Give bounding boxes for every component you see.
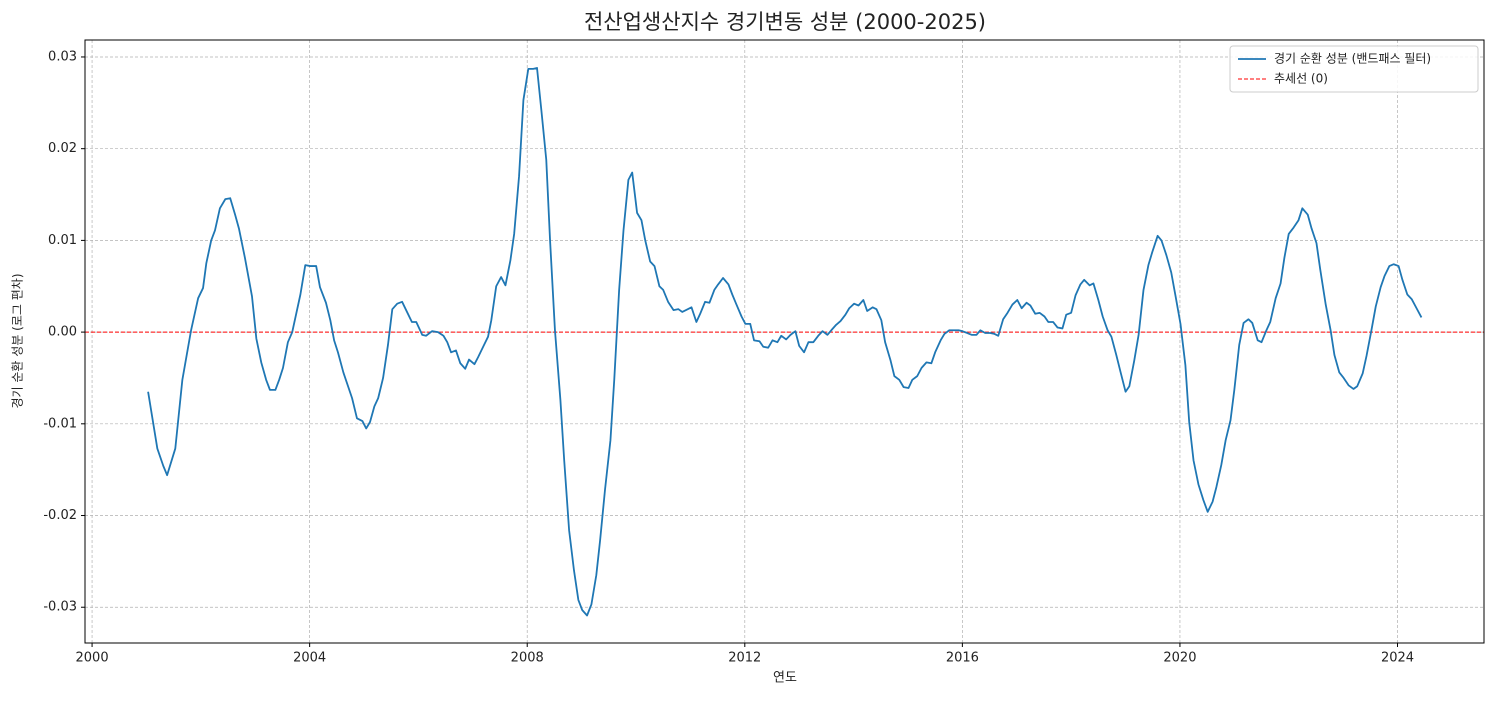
plot-frame (84, 39, 1485, 644)
legend-box (1229, 45, 1479, 93)
y-tick-label: 0.01 (48, 233, 77, 248)
y-axis-label: 경기 순환 성분 (로그 편차) (11, 273, 25, 408)
y-tick-label: -0.01 (43, 416, 77, 431)
legend-label: 추세선 (0) (1274, 72, 1328, 86)
y-tick-label: 0.00 (48, 325, 77, 340)
x-axis-label: 연도 (773, 671, 797, 686)
chart-title: 전산업생산지수 경기변동 성분 (2000-2025) (584, 10, 986, 34)
x-tick-label: 2004 (293, 651, 326, 666)
x-tick-label: 2012 (728, 651, 761, 666)
x-tick-label: 2020 (1163, 651, 1196, 666)
x-tick-label: 2008 (511, 651, 544, 666)
y-tick-label: -0.02 (43, 508, 77, 523)
legend-label: 경기 순환 성분 (밴드패스 필터) (1274, 52, 1431, 66)
x-tick-label: 2000 (76, 651, 109, 666)
x-tick-label: 2024 (1381, 651, 1414, 666)
y-tick-label: 0.03 (48, 49, 77, 64)
x-tick-label: 2016 (946, 651, 979, 666)
series-line (147, 67, 1423, 617)
y-tick-label: 0.02 (48, 141, 77, 156)
y-tick-label: -0.03 (43, 600, 77, 615)
